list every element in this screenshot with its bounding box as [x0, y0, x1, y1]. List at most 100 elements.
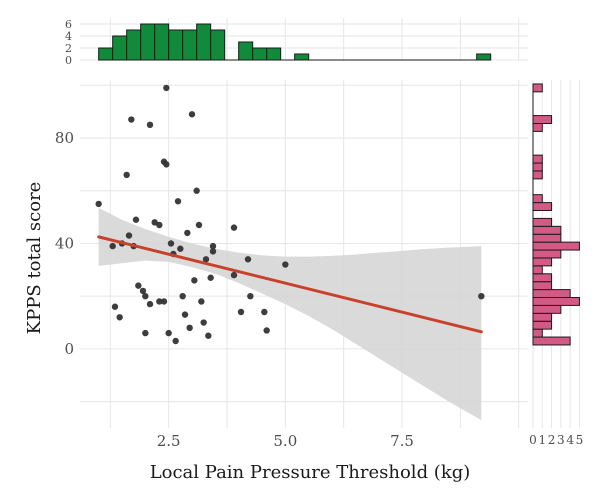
top-histogram-bar: [168, 29, 184, 61]
right-histogram-bar: [532, 257, 553, 267]
top-histogram-bar: [294, 53, 310, 61]
top-histogram-bar: [266, 47, 282, 61]
scatter-point: [156, 221, 163, 229]
top-histogram-tick-label: 6: [65, 18, 72, 31]
scatter-point: [209, 242, 217, 250]
scatter-point: [230, 224, 238, 231]
right-histogram-bar: [532, 273, 553, 283]
x-axis-title: Local Pain Pressure Threshold (kg): [150, 462, 471, 483]
top-histogram-bar: [140, 23, 156, 61]
right-histogram-bar: [532, 115, 553, 125]
y-tick-label: 0: [64, 340, 74, 358]
scatter-point: [263, 327, 270, 334]
right-histogram-bar: [532, 225, 562, 235]
scatter-point: [146, 121, 154, 129]
regression-line: [97, 235, 483, 334]
right-histogram-bar: [532, 289, 571, 299]
right-histogram-bar: [532, 336, 571, 346]
scatter-point: [244, 256, 252, 263]
scatter-point: [247, 292, 254, 300]
top-histogram-bar: [210, 29, 226, 61]
scatter-point: [205, 332, 212, 339]
scatter-point: [151, 219, 158, 226]
right-histogram-bar: [532, 297, 580, 306]
scatter-point: [191, 277, 198, 284]
top-histogram-bar: [182, 29, 198, 61]
scatter-point: [128, 116, 135, 123]
top-histogram-bar: [476, 53, 492, 61]
top-histogram-bar: [252, 47, 268, 61]
scatter-point: [193, 187, 200, 194]
right-histogram-tick-label: 0: [529, 433, 537, 447]
confidence-band: [98, 207, 482, 421]
top-histogram-tick-label: 2: [65, 42, 72, 55]
scatter-point: [146, 300, 154, 308]
top-histogram-tick-label: 0: [65, 54, 72, 67]
right-histogram-bar: [532, 320, 553, 330]
scatter-point: [195, 221, 203, 229]
scatter-point: [174, 198, 182, 205]
right-histogram-bar: [532, 265, 543, 275]
scatter-point: [167, 240, 175, 247]
scatter-point: [179, 292, 186, 300]
scatter-point: [165, 329, 172, 337]
right-histogram-bars: [532, 83, 580, 346]
right-histogram-bar: [532, 202, 553, 212]
right-histogram-bar: [532, 162, 543, 172]
scatter-points: [95, 84, 485, 345]
top-histogram-bar: [126, 29, 142, 61]
right-histogram-bar: [532, 194, 543, 204]
scatter-point: [282, 261, 289, 268]
right-histogram-bar: [532, 217, 553, 227]
right-histogram-bar: [532, 241, 580, 251]
right-histogram-bar: [532, 312, 553, 322]
scatter-point: [188, 111, 196, 118]
right-histogram-bar: [532, 304, 562, 314]
scatter-point: [200, 319, 207, 326]
scatter-point: [184, 229, 191, 237]
scatter-point: [142, 292, 149, 300]
right-histogram-bar: [532, 281, 553, 291]
scatter-point: [135, 282, 142, 289]
scatter-point: [116, 314, 123, 321]
scatter-point: [261, 308, 268, 316]
right-histogram-bar: [532, 249, 562, 259]
scatter-point: [198, 298, 205, 305]
scatter-point: [202, 256, 210, 263]
y-axis-title: KPPS total score: [24, 182, 45, 335]
top-histogram-bar: [112, 35, 128, 61]
regression-line-layer: [97, 235, 483, 334]
x-tick-label: 5.0: [273, 432, 297, 450]
scatter-point: [172, 337, 179, 345]
right-histogram-tick-label: 1: [538, 433, 546, 447]
right-histogram-tick-label: 4: [566, 433, 574, 447]
right-histogram-bar: [532, 154, 543, 164]
scatter-point: [207, 274, 214, 281]
scatter-point: [123, 171, 130, 179]
scatter-point: [156, 298, 163, 305]
top-histogram-bar: [98, 47, 114, 61]
right-histogram-bar: [532, 328, 543, 338]
right-histogram-tick-label: 3: [557, 433, 565, 447]
right-histogram-bar: [532, 83, 543, 93]
scatter-point: [181, 311, 189, 318]
x-tick-label: 7.5: [390, 432, 414, 450]
scatter-point: [177, 245, 184, 252]
right-histogram-tick-label: 5: [576, 433, 584, 447]
scatter-point: [163, 84, 170, 92]
x-tick-label: 2.5: [157, 432, 181, 450]
scatter-point: [125, 232, 133, 239]
scatter-point: [230, 271, 238, 279]
top-histogram-bar: [238, 41, 254, 61]
scatter-point: [160, 298, 168, 305]
top-histogram-bar: [196, 23, 212, 61]
scatter-point: [142, 329, 149, 337]
y-tick-label: 80: [55, 129, 74, 147]
scatter-point: [163, 161, 170, 168]
scatter-point: [109, 242, 116, 250]
scatter-point: [186, 324, 193, 332]
scatter-point: [237, 308, 245, 316]
top-histogram-bar: [154, 23, 170, 61]
scatter-point: [478, 292, 485, 300]
